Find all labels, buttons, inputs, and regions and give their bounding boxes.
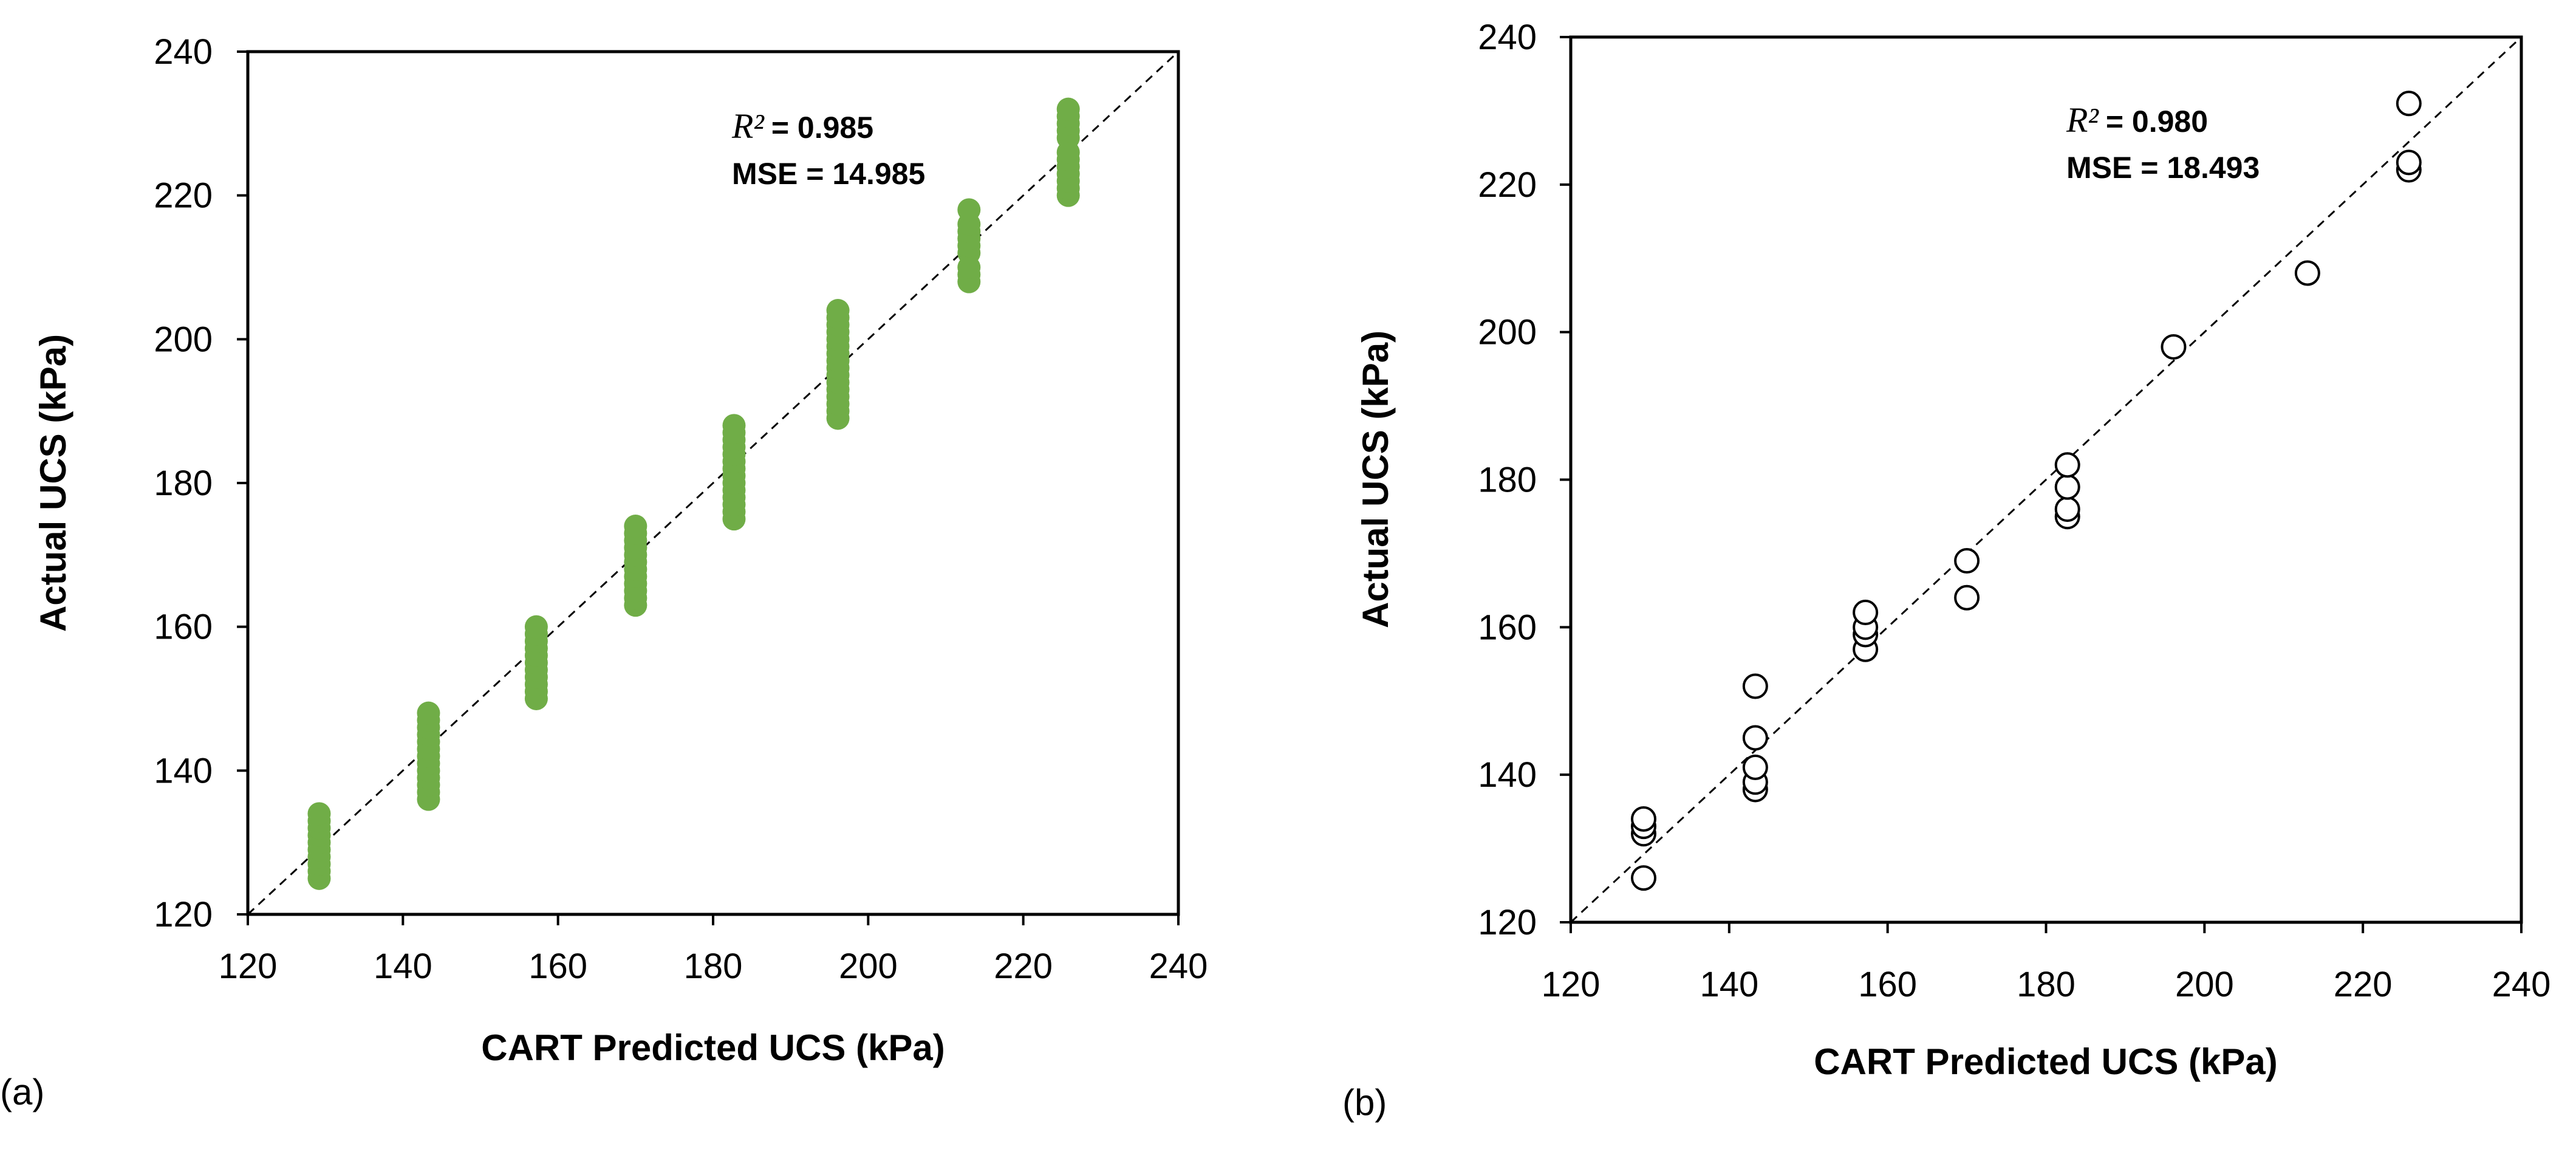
x-tick-label: 160	[528, 947, 587, 986]
x-tick-label: 220	[994, 947, 1053, 986]
data-point	[307, 802, 331, 826]
x-tick-label: 140	[374, 947, 432, 986]
data-point	[2396, 149, 2422, 176]
r2-annotation: R² = 0.980	[2066, 100, 2208, 140]
x-tick-label: 240	[1149, 947, 1208, 986]
y-tick-label: 220	[1478, 165, 1537, 205]
y-axis-label: Actual UCS (kPa)	[33, 334, 73, 632]
chart-panel-a: 120 140 160 180 200 220 240 120 140 160 180 200 220…	[0, 32, 1208, 1112]
y-tick-label: 200	[1478, 313, 1537, 352]
x-tick-label: 220	[2334, 965, 2393, 1004]
reference-line	[247, 50, 1180, 916]
data-point	[1853, 600, 1879, 626]
data-point	[1954, 584, 1980, 611]
r2-annotation: R² = 0.985	[731, 106, 873, 146]
data-point	[2294, 260, 2320, 286]
data-point	[1742, 673, 1768, 699]
data-point	[2396, 91, 2422, 117]
x-tick-label: 180	[2017, 965, 2075, 1004]
x-tick-label: 140	[1700, 965, 1758, 1004]
panel-label-a: (a)	[0, 1072, 44, 1112]
y-tick-label: 180	[154, 464, 213, 503]
y-tick-label: 240	[154, 32, 213, 72]
data-point	[624, 515, 647, 538]
y-tick-label: 120	[154, 895, 213, 934]
data-point	[2161, 334, 2187, 360]
data-point	[2054, 474, 2080, 500]
data-point	[2054, 496, 2080, 522]
y-tick-label: 180	[1478, 461, 1537, 500]
y-axis-label: Actual UCS (kPa)	[1355, 331, 1396, 628]
y-tick-label: 140	[154, 751, 213, 790]
mse-annotation: MSE = 14.985	[732, 157, 925, 191]
y-tick-label: 160	[1478, 608, 1537, 647]
x-tick-label: 200	[2175, 965, 2234, 1004]
data-point	[1954, 548, 1980, 574]
y-tick-label: 220	[154, 176, 213, 216]
y-tick-label: 120	[1478, 903, 1537, 942]
y-tick-label: 240	[1478, 18, 1537, 57]
y-tick-label: 160	[154, 608, 213, 647]
chart-panel-b: 120 140 160 180 200 220 240 120 140 160 180 200 220…	[1342, 18, 2550, 1123]
data-point	[722, 414, 746, 437]
panel-label-b: (b)	[1342, 1082, 1387, 1123]
reference-line	[1570, 36, 2523, 923]
data-point	[1056, 97, 1080, 121]
y-tick-label: 200	[154, 320, 213, 359]
y-tick-label: 140	[1478, 755, 1537, 795]
data-point	[417, 701, 440, 725]
data-point	[2054, 452, 2080, 478]
x-axis-label: CART Predicted UCS (kPa)	[1814, 1041, 2277, 1082]
data-point	[1742, 755, 1768, 781]
data-point	[1630, 806, 1656, 832]
x-tick-label: 160	[1858, 965, 1917, 1004]
x-tick-label: 120	[1542, 965, 1601, 1004]
x-tick-label: 120	[219, 947, 278, 986]
x-tick-label: 240	[2492, 965, 2551, 1004]
mse-annotation: MSE = 18.493	[2066, 151, 2260, 185]
data-point	[826, 299, 850, 322]
x-tick-label: 200	[839, 947, 898, 986]
x-axis-label: CART Predicted UCS (kPa)	[481, 1027, 945, 1068]
x-tick-label: 180	[684, 947, 743, 986]
data-point	[1742, 725, 1768, 751]
data-point	[524, 615, 548, 639]
data-point	[1630, 865, 1656, 891]
data-point	[957, 198, 981, 222]
